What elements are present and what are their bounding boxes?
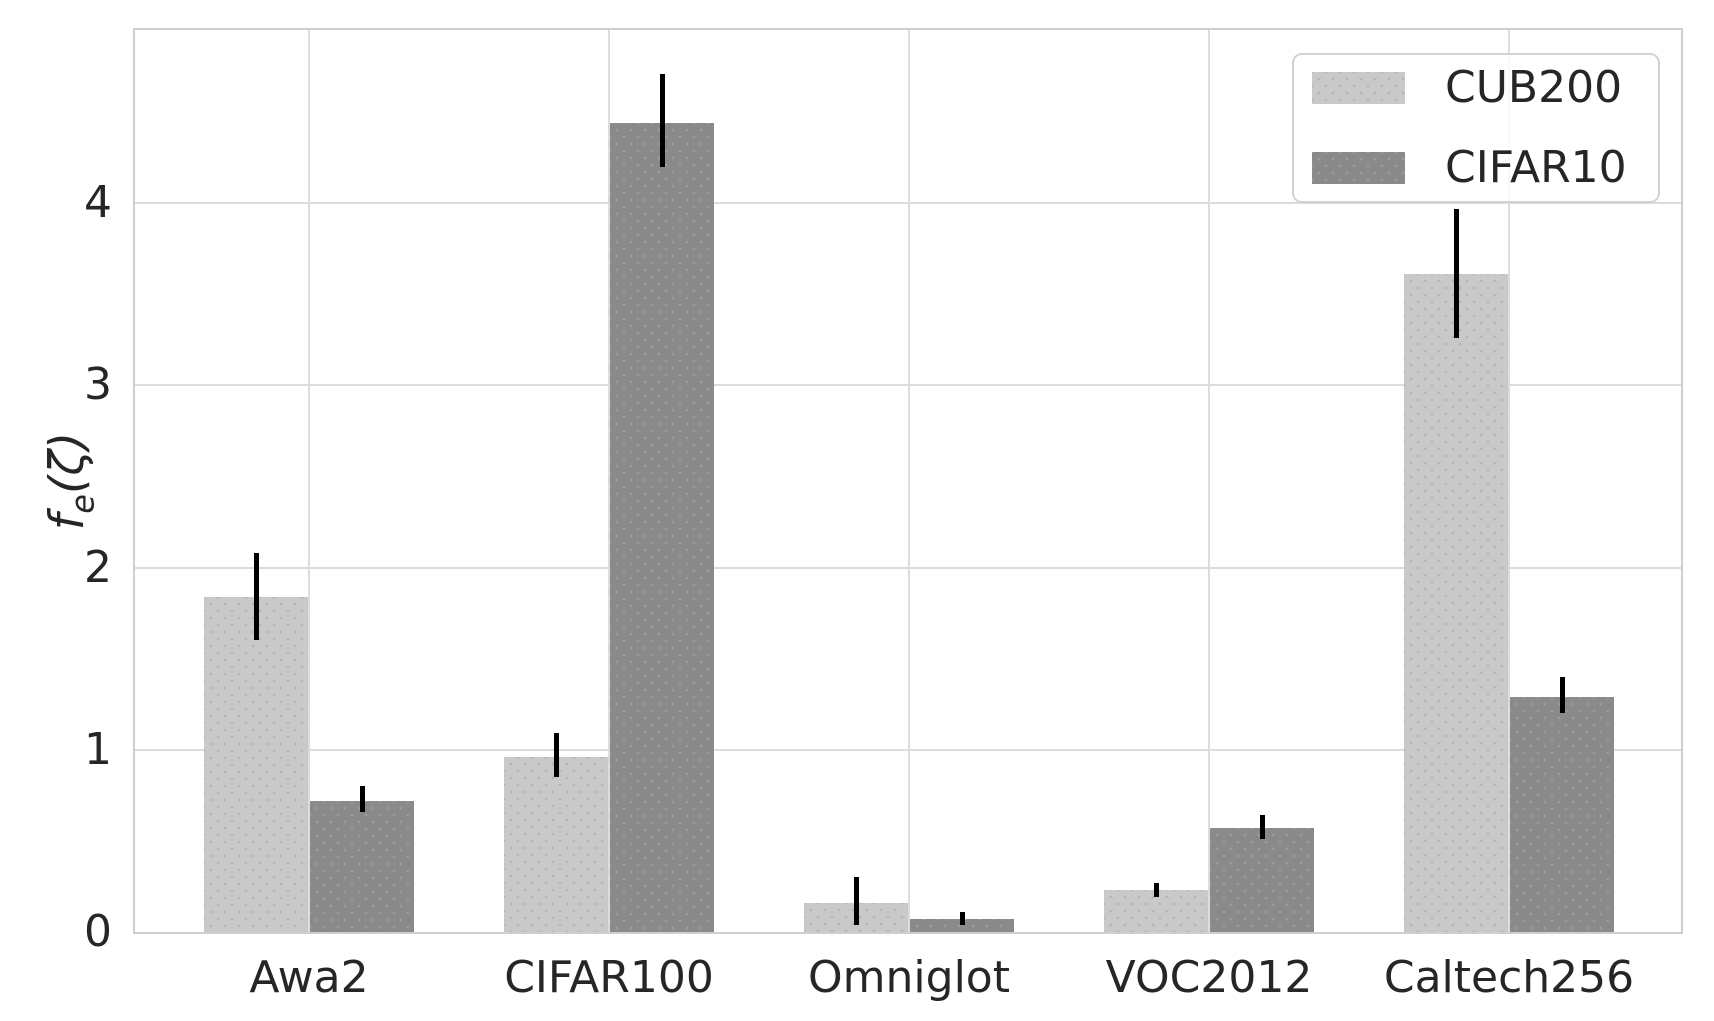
horizontal-gridline-3: [135, 384, 1681, 387]
y-tick-label-2: 2: [84, 541, 112, 593]
x-tick-label-VOC2012: VOC2012: [1105, 952, 1313, 1003]
error-bar-CUB200-Caltech256: [1453, 208, 1459, 338]
vertical-gridline-Omniglot: [908, 30, 910, 932]
bar-CIFAR10-Awa2: [310, 800, 414, 932]
y-axis-label-subscript: e: [63, 494, 102, 514]
x-tick-label-Caltech256: Caltech256: [1383, 952, 1635, 1003]
bar-CUB200-Omniglot: [804, 902, 908, 932]
y-tick-label-0: 0: [84, 906, 112, 957]
bar-CIFAR10-VOC2012: [1210, 828, 1314, 932]
error-bar-CUB200-CIFAR100: [553, 733, 559, 778]
vertical-gridline-CIFAR100: [608, 30, 610, 932]
y-tick-label-1: 1: [84, 723, 112, 775]
x-tick-label-Omniglot: Omniglot: [808, 952, 1010, 1003]
y-tick-label-3: 3: [84, 359, 112, 411]
x-tick-label-Awa2: Awa2: [249, 952, 369, 1003]
bar-CIFAR10-CIFAR100: [610, 122, 714, 932]
horizontal-gridline-2: [135, 566, 1681, 569]
error-bar-CUB200-Omniglot: [853, 877, 859, 925]
error-bar-CIFAR10-VOC2012: [1259, 815, 1265, 840]
error-bar-CIFAR10-Caltech256: [1559, 676, 1565, 714]
legend: CUB200 CIFAR10: [1292, 53, 1660, 203]
bar-CIFAR10-Omniglot: [910, 919, 1014, 932]
legend-entry-CUB200: CUB200: [1312, 66, 1658, 110]
vertical-gridline-VOC2012: [1208, 30, 1210, 932]
error-bar-CIFAR10-CIFAR100: [659, 73, 665, 167]
legend-entry-CIFAR10: CIFAR10: [1312, 146, 1658, 190]
bar-CUB200-CIFAR100: [504, 757, 608, 932]
y-axis-label-base: f: [40, 513, 95, 531]
bar-CUB200-Caltech256: [1404, 274, 1508, 932]
legend-swatch-CUB200: [1312, 72, 1405, 104]
error-bar-CUB200-Awa2: [253, 553, 259, 641]
y-axis-label-rest: (ζ): [40, 431, 95, 495]
bar-CUB200-Awa2: [204, 596, 308, 932]
y-tick-label-4: 4: [84, 177, 112, 229]
error-bar-CIFAR10-Omniglot: [959, 911, 965, 925]
horizontal-gridline-1: [135, 748, 1681, 751]
legend-swatch-CIFAR10: [1312, 152, 1405, 184]
legend-label-CUB200: CUB200: [1445, 62, 1623, 113]
bar-CIFAR10-Caltech256: [1510, 696, 1614, 932]
vertical-gridline-Awa2: [308, 30, 310, 932]
x-tick-label-CIFAR100: CIFAR100: [504, 952, 714, 1003]
legend-label-CIFAR10: CIFAR10: [1445, 142, 1627, 193]
error-bar-CUB200-VOC2012: [1153, 882, 1159, 898]
error-bar-CIFAR10-Awa2: [359, 786, 365, 812]
vertical-gridline-Caltech256: [1508, 30, 1510, 932]
horizontal-gridline-4: [135, 202, 1681, 205]
